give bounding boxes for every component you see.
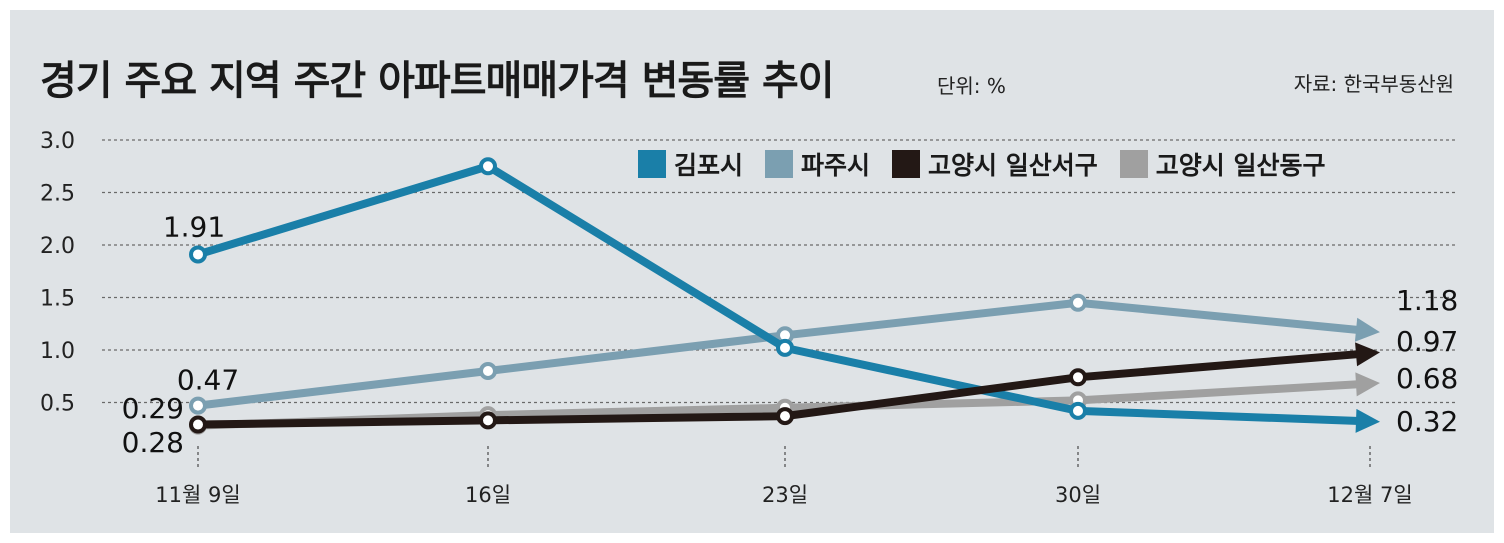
series-arrow-0 [1355,408,1380,433]
line-chart: 3.0 2.5 2.0 1.5 1.0 0.5 11월 9일 16일 23일 30일 12월 7일 1… [40,129,1458,507]
legend-item: 김포시 [638,146,743,182]
data-point [776,407,794,426]
x-tick-label: 12월 7일 [1327,483,1412,507]
data-point [189,396,207,415]
legend-item: 파주시 [765,146,870,182]
data-label: 0.97 [1396,325,1458,358]
legend-swatch [892,150,921,178]
data-point [1069,368,1087,387]
x-tick-label: 11월 9일 [155,483,240,507]
data-label: 0.29 [122,392,184,425]
x-tick-label: 23일 [762,483,808,507]
legend-label: 고양시 일산서구 [928,151,1098,180]
chart-panel: 경기 주요 지역 주간 아파트매매가격 변동률 추이 단위: % 자료: 한국부… [10,10,1494,533]
data-label: 1.18 [1396,284,1458,317]
legend-item: 고양시 일산동구 [1119,146,1326,182]
data-label: 0.68 [1396,362,1458,395]
data-point [776,338,794,357]
legend: 김포시 파주시 고양시 일산서구 고양시 일산동구 [638,146,1325,182]
data-point [479,362,497,380]
data-point [189,245,207,264]
data-point [189,415,207,434]
data-point [479,411,497,430]
series-arrow-1 [1354,317,1380,342]
series-arrow-2 [1355,342,1380,367]
legend-swatch [765,150,794,178]
y-tick-label: 2.0 [40,234,75,259]
y-tick-label: 3.0 [40,129,75,154]
data-point [1069,293,1087,312]
legend-swatch [638,150,666,178]
legend-label: 파주시 [801,151,871,180]
unit-label: 단위: % [937,74,1006,98]
source-label: 자료: 한국부동산원 [1293,72,1454,96]
legend-item: 고양시 일산서구 [892,146,1098,182]
data-label: 0.28 [122,426,184,459]
legend-label: 고양시 일산동구 [1155,151,1326,180]
x-tick-label: 16일 [465,483,511,507]
data-label: 0.47 [177,364,239,397]
data-label: 0.32 [1396,405,1458,438]
data-label: 1.91 [163,210,225,243]
y-tick-label: 0.5 [40,392,75,417]
data-point [479,157,497,176]
legend-swatch [1119,150,1148,178]
y-tick-label: 1.0 [40,339,75,364]
y-tick-label: 2.5 [40,182,75,207]
data-point [1069,401,1087,420]
series-arrow-3 [1355,372,1380,397]
series-line-1 [194,298,1361,410]
x-tick-label: 30일 [1055,483,1101,507]
legend-label: 김포시 [674,151,744,180]
chart-title: 경기 주요 지역 주간 아파트매매가격 변동률 추이 [40,58,835,104]
y-tick-label: 1.5 [40,287,75,312]
